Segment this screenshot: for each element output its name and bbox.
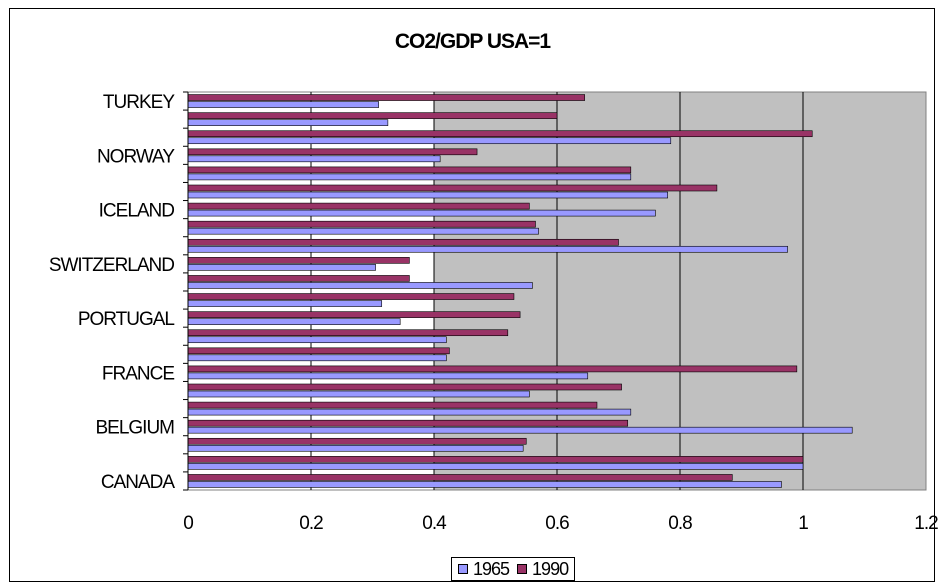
y-tick-label: FRANCE	[102, 363, 174, 384]
bar-1990	[187, 456, 804, 463]
bar-1990	[187, 112, 558, 119]
y-tick-label: CANADA	[101, 472, 176, 493]
legend-label-1990: 1990	[532, 558, 569, 579]
legend-item-1965: 1965	[458, 558, 510, 580]
bar-1965	[187, 155, 441, 163]
legend: 1965 1990	[451, 557, 576, 581]
bar-1990	[187, 94, 585, 101]
legend-swatch-1965	[458, 564, 468, 574]
y-tick-label: NORWAY	[97, 146, 175, 167]
bar-1990	[187, 419, 629, 427]
bar-1965	[187, 119, 389, 126]
bar-1965	[187, 372, 589, 380]
bar-1965	[187, 227, 539, 235]
x-tick-label: 0.8	[668, 513, 692, 534]
bar-1990	[187, 148, 478, 156]
bar-1990	[187, 401, 598, 409]
y-tick-label: SWITZERLAND	[49, 255, 174, 276]
legend-label-1965: 1965	[473, 558, 510, 579]
bar-1965	[187, 245, 788, 253]
bar-1965	[187, 137, 672, 145]
bar-1965	[187, 426, 853, 434]
legend-swatch-1990	[517, 564, 528, 574]
bar-1965	[187, 390, 530, 398]
bar-1990	[187, 437, 527, 445]
bar-1990	[187, 347, 450, 355]
x-tick-label: 0.6	[545, 513, 569, 534]
x-tick-label: 0	[183, 513, 193, 534]
bar-1990	[187, 329, 509, 337]
bar-1990	[187, 474, 733, 481]
bar-1965	[187, 300, 383, 307]
y-tick-label: ICELAND	[99, 201, 175, 222]
x-tick-label: 0.4	[422, 513, 447, 534]
bar-1990	[187, 220, 536, 228]
bar-1965	[187, 481, 782, 488]
bar-1990	[187, 275, 410, 282]
bar-1965	[187, 173, 632, 181]
bar-1965	[187, 444, 524, 452]
bar-1990	[187, 365, 798, 373]
chart-title: CO2/GDP USA=1	[394, 30, 551, 53]
bar-1965	[187, 354, 447, 362]
bar-1990	[187, 202, 530, 210]
bar-1965	[187, 463, 804, 470]
bar-1990	[187, 257, 410, 264]
x-tick-label: 1.2	[914, 513, 938, 534]
bar-1990	[187, 238, 619, 246]
bar-1990	[187, 184, 718, 192]
bar-1965	[187, 336, 447, 344]
y-tick-label: PORTUGAL	[78, 309, 175, 330]
bar-1990	[187, 311, 521, 318]
bar-1965	[187, 101, 379, 108]
x-tick-label: 1	[798, 513, 808, 534]
y-tick-label: TURKEY	[103, 92, 175, 113]
bar-1965	[187, 264, 376, 271]
bar-1965	[187, 408, 632, 416]
bar-1990	[187, 293, 515, 300]
x-tick-label: 0.2	[299, 513, 323, 534]
bar-1990	[187, 383, 622, 391]
bar-1990	[187, 130, 813, 138]
bar-1965	[187, 209, 656, 217]
bar-1965	[187, 191, 669, 199]
y-tick-label: BELGIUM	[95, 418, 174, 439]
bar-1965	[187, 282, 533, 289]
bar-1965	[187, 318, 401, 325]
legend-item-1990: 1990	[517, 558, 569, 580]
bar-1990	[187, 166, 632, 174]
